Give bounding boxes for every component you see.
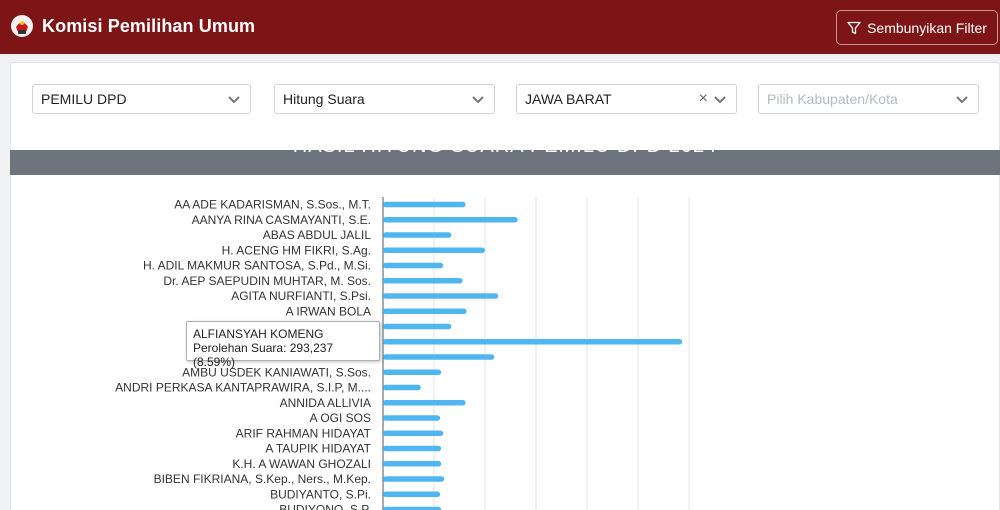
content-card: [10, 62, 1000, 510]
bar[interactable]: [383, 323, 452, 330]
clear-icon[interactable]: ×: [698, 90, 708, 107]
bar[interactable]: [383, 339, 683, 345]
bar[interactable]: [383, 491, 441, 498]
bar[interactable]: [383, 430, 444, 437]
bar[interactable]: [383, 476, 445, 482]
bar[interactable]: [383, 415, 441, 421]
category-label: A OGI SOS: [310, 411, 371, 425]
bar[interactable]: [383, 461, 442, 467]
bar[interactable]: [383, 308, 467, 315]
category-label: ANDRI PERKASA KANTAPRAWIRA, S.I.P, M....: [115, 381, 371, 395]
bar[interactable]: [383, 217, 518, 223]
category-label: ABAS ABDUL JALIL: [263, 228, 372, 242]
bar[interactable]: [383, 354, 495, 360]
bar[interactable]: [383, 201, 466, 208]
chart-header: HASIL HITUNG SUARA PEMILU DPD 2024: [10, 150, 1000, 175]
category-label: K.H. A WAWAN GHOZALI: [232, 457, 371, 471]
brand[interactable]: Komisi Pemilihan Umum: [10, 14, 255, 38]
category-label: AANYA RINA CASMAYANTI, S.E.: [192, 213, 371, 227]
funnel-icon: [847, 21, 861, 34]
category-label: Dr. AEP SAEPUDIN MUHTAR, M. Sos.: [163, 274, 371, 288]
category-label: BUDIYONO, S.P.: [279, 503, 371, 510]
hide-filter-label: Sembunyikan Filter: [867, 19, 987, 36]
province-select[interactable]: JAWA BARAT ×: [516, 84, 737, 114]
bar[interactable]: [383, 232, 452, 238]
chart-title: HASIL HITUNG SUARA PEMILU DPD 2024: [10, 150, 1000, 158]
kpu-logo-icon: [11, 15, 33, 37]
regency-select-placeholder: Pilih Kabupaten/Kota: [767, 91, 898, 107]
mode-select-value: Hitung Suara: [283, 91, 365, 107]
category-label: H. ADIL MAKMUR SANTOSA, S.Pd., M.Si.: [143, 259, 371, 273]
bar[interactable]: [383, 278, 463, 284]
chevron-down-icon: [472, 96, 484, 104]
regency-select[interactable]: Pilih Kabupaten/Kota: [758, 84, 979, 114]
chart-tooltip: ALFIANSYAH KOMENG Perolehan Suara: 293,2…: [186, 321, 380, 369]
chevron-down-icon: [956, 96, 968, 104]
app-title: Komisi Pemilihan Umum: [42, 15, 256, 36]
bar[interactable]: [383, 506, 442, 510]
tooltip-value: Perolehan Suara: 293,237 (8.59%): [193, 341, 334, 369]
category-label: BUDIYANTO, S.Pi.: [270, 487, 371, 501]
category-label: A IRWAN BOLA: [286, 304, 371, 318]
category-label: H. ACENG HM FIKRI, S.Ag.: [222, 243, 371, 257]
bar[interactable]: [383, 369, 442, 376]
bar[interactable]: [383, 262, 444, 269]
category-label: BIBEN FIKRIANA, S.Kep., Ners., M.Kep.: [154, 472, 371, 486]
bar[interactable]: [383, 445, 442, 452]
bar[interactable]: [383, 400, 466, 406]
province-select-value: JAWA BARAT: [525, 91, 612, 107]
election-select-value: PEMILU DPD: [41, 91, 127, 107]
bar[interactable]: [383, 293, 499, 299]
category-label: ANNIDA ALLIVIA: [280, 396, 371, 410]
chevron-down-icon: [714, 96, 726, 104]
hide-filter-button[interactable]: Sembunyikan Filter: [836, 10, 998, 45]
mode-select[interactable]: Hitung Suara: [274, 84, 495, 114]
category-label: ARIF RAHMAN HIDAYAT: [236, 426, 372, 440]
tooltip-name: ALFIANSYAH KOMENG: [193, 327, 324, 341]
bar[interactable]: [383, 384, 421, 391]
category-label: AA ADE KADARISMAN, S.Sos., M.T.: [174, 198, 371, 212]
category-label: AMBU USDEK KANIAWATI, S.Sos.: [182, 365, 371, 379]
election-select[interactable]: PEMILU DPD: [32, 84, 251, 114]
bar[interactable]: [383, 247, 485, 254]
chevron-down-icon: [228, 96, 240, 104]
category-label: A TAUPIK HIDAYAT: [265, 442, 371, 456]
category-label: AGITA NURFIANTI, S.Psi.: [231, 289, 371, 303]
top-navbar: Komisi Pemilihan Umum Sembunyikan Filter: [0, 0, 1000, 54]
